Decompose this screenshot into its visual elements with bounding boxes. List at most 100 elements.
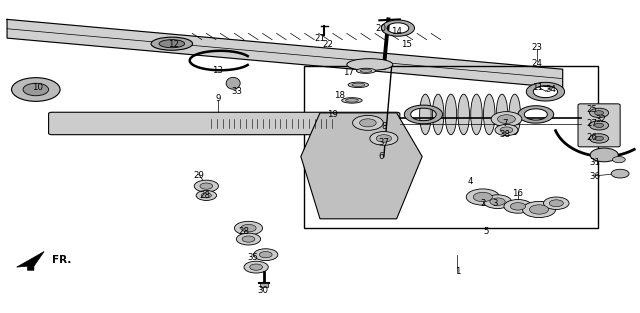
Text: 7: 7 [502, 119, 508, 128]
Text: 38: 38 [500, 130, 511, 139]
Text: 9: 9 [215, 94, 221, 103]
Circle shape [549, 200, 563, 207]
Circle shape [201, 193, 211, 198]
Ellipse shape [420, 94, 431, 135]
Text: 18: 18 [333, 91, 345, 100]
Text: 4: 4 [467, 177, 473, 186]
Ellipse shape [342, 98, 362, 103]
FancyBboxPatch shape [578, 104, 620, 147]
Text: 5: 5 [483, 227, 489, 236]
Text: 27: 27 [586, 119, 597, 128]
Text: 17: 17 [343, 68, 354, 77]
Text: 19: 19 [327, 110, 338, 119]
Circle shape [12, 78, 60, 101]
Circle shape [611, 169, 629, 178]
Text: 25: 25 [586, 105, 597, 114]
Text: 37: 37 [378, 138, 389, 147]
Circle shape [497, 115, 515, 123]
Text: 10: 10 [32, 84, 44, 92]
Circle shape [522, 201, 556, 218]
Circle shape [500, 127, 513, 133]
Ellipse shape [496, 94, 508, 135]
Circle shape [595, 136, 604, 141]
Text: FR.: FR. [52, 255, 71, 265]
Text: 29: 29 [193, 171, 204, 180]
Circle shape [589, 134, 609, 143]
Bar [260, 283, 268, 287]
Ellipse shape [433, 94, 444, 135]
Text: 21: 21 [314, 33, 326, 43]
Bar [304, 66, 598, 228]
Circle shape [234, 221, 262, 235]
Ellipse shape [445, 94, 457, 135]
Ellipse shape [470, 94, 482, 135]
Polygon shape [301, 113, 422, 219]
Ellipse shape [483, 94, 495, 135]
Text: 15: 15 [401, 40, 412, 49]
Circle shape [370, 131, 398, 145]
Circle shape [473, 192, 492, 202]
Text: 32: 32 [595, 115, 607, 124]
Circle shape [353, 115, 383, 130]
Circle shape [360, 119, 376, 127]
Text: 20: 20 [375, 24, 386, 33]
Ellipse shape [348, 82, 369, 88]
Text: 12: 12 [168, 40, 179, 49]
Ellipse shape [356, 68, 376, 73]
Text: 31: 31 [589, 158, 600, 167]
Circle shape [595, 111, 604, 115]
Circle shape [483, 195, 511, 208]
Ellipse shape [360, 69, 372, 72]
Circle shape [259, 252, 272, 258]
Ellipse shape [458, 94, 469, 135]
Circle shape [236, 233, 260, 245]
Text: 33: 33 [232, 87, 243, 95]
Ellipse shape [509, 94, 520, 135]
Circle shape [23, 83, 49, 96]
Text: 1: 1 [454, 267, 460, 276]
Text: 34: 34 [546, 85, 557, 94]
FancyBboxPatch shape [49, 112, 400, 135]
Circle shape [510, 203, 525, 210]
Circle shape [196, 191, 216, 200]
Circle shape [241, 224, 256, 232]
Polygon shape [7, 19, 563, 88]
Ellipse shape [346, 99, 358, 102]
Circle shape [589, 121, 609, 130]
Circle shape [612, 156, 625, 163]
Circle shape [467, 189, 499, 205]
Ellipse shape [151, 37, 193, 50]
Text: 23: 23 [532, 43, 543, 52]
Circle shape [253, 249, 278, 261]
Text: 3: 3 [493, 199, 499, 208]
Text: 14: 14 [391, 27, 402, 36]
Text: 8: 8 [381, 122, 387, 131]
Circle shape [491, 112, 522, 126]
Circle shape [589, 108, 609, 118]
Text: 26: 26 [586, 133, 597, 142]
Ellipse shape [159, 40, 184, 48]
Circle shape [595, 123, 604, 127]
Circle shape [194, 180, 218, 192]
Circle shape [543, 197, 569, 209]
Text: 36: 36 [589, 172, 600, 181]
Circle shape [590, 148, 618, 162]
Circle shape [495, 124, 518, 136]
Circle shape [376, 135, 392, 142]
Text: 28: 28 [238, 227, 249, 236]
Text: 24: 24 [532, 59, 543, 68]
Ellipse shape [352, 83, 365, 86]
Text: 2: 2 [480, 199, 486, 208]
Circle shape [242, 236, 255, 242]
Circle shape [529, 205, 548, 214]
Text: 22: 22 [322, 40, 333, 49]
Circle shape [490, 198, 505, 205]
Polygon shape [17, 252, 44, 270]
Text: 16: 16 [513, 189, 524, 198]
Text: 30: 30 [257, 286, 268, 295]
Text: 28: 28 [200, 191, 211, 200]
Circle shape [200, 183, 212, 189]
Text: 35: 35 [248, 253, 259, 262]
Circle shape [250, 264, 262, 270]
Ellipse shape [347, 59, 393, 70]
